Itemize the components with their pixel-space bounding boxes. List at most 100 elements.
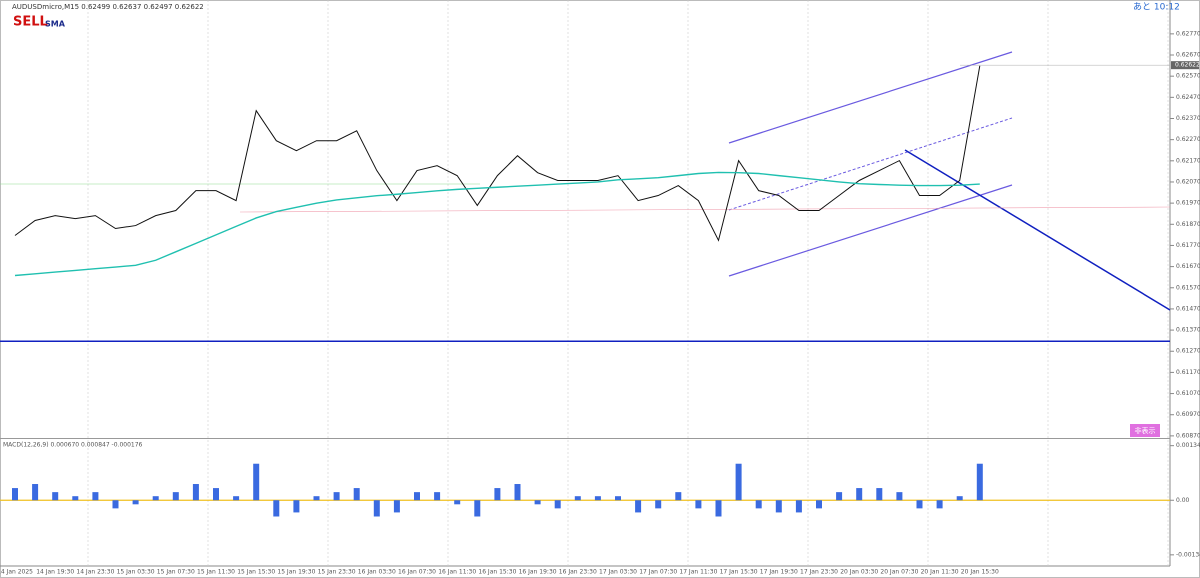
y-tick-label: 0.60970	[1176, 411, 1200, 418]
x-tick-label: 14 Jan 23:30	[76, 569, 114, 576]
macd-bar	[655, 500, 662, 509]
macd-bar	[896, 492, 903, 501]
y-tick-label: 0.61470	[1176, 305, 1200, 312]
y-tick-label: 0.62570	[1176, 73, 1200, 80]
x-tick-label: 17 Jan 23:30	[800, 569, 838, 576]
x-tick-label: 16 Jan 23:30	[559, 569, 597, 576]
x-tick-label: 16 Jan 15:30	[478, 569, 516, 576]
macd-bar	[454, 500, 461, 505]
y-tick-label: 0.61670	[1176, 263, 1200, 270]
macd-bar	[273, 500, 280, 517]
current-price-label: 0.62622	[1175, 62, 1200, 69]
y-tick-label: 0.61870	[1176, 221, 1200, 228]
x-tick-label: 15 Jan 11:30	[197, 569, 235, 576]
hide-button[interactable]	[1130, 424, 1160, 437]
channel-upper	[728, 51, 1013, 144]
macd-title: MACD(12,26,9) 0.000670 0.000847 -0.00017…	[3, 442, 143, 449]
x-tick-label: 20 Jan 11:30	[921, 569, 959, 576]
y-tick-label: 0.61370	[1176, 327, 1200, 334]
indicator-label: SMA	[45, 20, 66, 29]
chart-title: AUDUSDmicro,M15 0.62499 0.62637 0.62497 …	[12, 3, 204, 11]
x-tick-label: 15 Jan 19:30	[277, 569, 315, 576]
macd-bar	[534, 500, 541, 505]
macd-bar	[12, 488, 18, 501]
price-line	[14, 65, 981, 242]
macd-bar	[675, 492, 682, 501]
y-tick-label: 0.61770	[1176, 242, 1200, 249]
y-tick-label: 0.62170	[1176, 157, 1200, 164]
y-tick-label: 0.61570	[1176, 284, 1200, 291]
y-tick-label: -0.001345	[1176, 551, 1200, 558]
macd-bar	[213, 488, 219, 501]
macd-bar	[936, 500, 943, 509]
price-line	[14, 171, 980, 277]
current-price-box	[1171, 61, 1199, 70]
x-tick-label: 17 Jan 07:30	[639, 569, 677, 576]
signal-label: SELL	[13, 15, 48, 30]
x-tick-label: 15 Jan 15:30	[237, 569, 275, 576]
x-tick-label: 17 Jan 11:30	[679, 569, 717, 576]
x-tick-label: 17 Jan 19:30	[760, 569, 798, 576]
macd-bar	[795, 500, 802, 513]
macd-bar	[393, 500, 400, 513]
y-tick-label: 0.62270	[1176, 136, 1200, 143]
macd-bar	[373, 500, 380, 517]
macd-bar	[253, 463, 260, 501]
macd-bar	[615, 496, 621, 501]
x-tick-label: 17 Jan 03:30	[599, 569, 637, 576]
x-tick-label: 20 Jan 15:30	[961, 569, 999, 576]
x-tick-label: 14 Jan 19:30	[36, 569, 74, 576]
trend-line	[904, 149, 1171, 311]
macd-bar	[293, 500, 300, 513]
macd-bar	[816, 500, 822, 509]
macd-bar	[353, 488, 360, 501]
x-tick-label: 15 Jan 23:30	[318, 569, 356, 576]
macd-bar	[152, 496, 159, 501]
macd-bar	[695, 500, 702, 509]
y-tick-label: 0.61170	[1176, 369, 1200, 376]
y-tick-label: 0.62770	[1176, 30, 1200, 37]
macd-bar	[976, 463, 983, 501]
macd-bar	[313, 496, 320, 501]
x-tick-label: 16 Jan 03:30	[358, 569, 396, 576]
y-tick-label: 0.62370	[1176, 115, 1200, 122]
macd-bar	[574, 496, 581, 501]
macd-bar	[32, 484, 39, 501]
macd-bar	[132, 500, 139, 505]
y-tick-label: 0.62470	[1176, 94, 1200, 101]
macd-bar	[836, 492, 843, 501]
macd-bar	[916, 500, 923, 509]
macd-bar	[52, 492, 59, 501]
macd-bar	[494, 488, 501, 501]
macd-bar	[594, 496, 601, 501]
x-tick-label: 16 Jan 19:30	[519, 569, 557, 576]
macd-bar	[715, 500, 722, 517]
y-tick-label: 0.62070	[1176, 178, 1200, 185]
level-pink	[239, 206, 1171, 213]
macd-bar	[92, 492, 99, 501]
y-tick-label: 0.61970	[1176, 200, 1200, 207]
macd-bar	[956, 496, 963, 501]
macd-bar	[755, 500, 762, 509]
y-tick-label: 0.001345	[1176, 442, 1200, 449]
y-tick-label: 0.62670	[1176, 52, 1200, 59]
macd-bar	[72, 496, 79, 501]
macd-bar	[514, 484, 521, 501]
x-tick-label: 16 Jan 07:30	[398, 569, 436, 576]
hide-button-label[interactable]: 非表示	[1135, 426, 1156, 435]
macd-bar	[192, 484, 199, 501]
channel-lower	[728, 184, 1013, 277]
x-tick-label: 16 Jan 11:30	[438, 569, 476, 576]
macd-bar	[233, 496, 240, 501]
x-tick-label: 14 Jan 2025	[0, 569, 33, 576]
macd-bar	[474, 500, 481, 517]
x-tick-label: 17 Jan 15:30	[720, 569, 758, 576]
channel-middle	[728, 117, 1013, 211]
x-tick-label: 15 Jan 03:30	[117, 569, 155, 576]
macd-bar	[434, 492, 441, 501]
x-tick-label: 15 Jan 07:30	[157, 569, 195, 576]
macd-bar	[554, 500, 561, 509]
macd-bar	[333, 492, 340, 501]
